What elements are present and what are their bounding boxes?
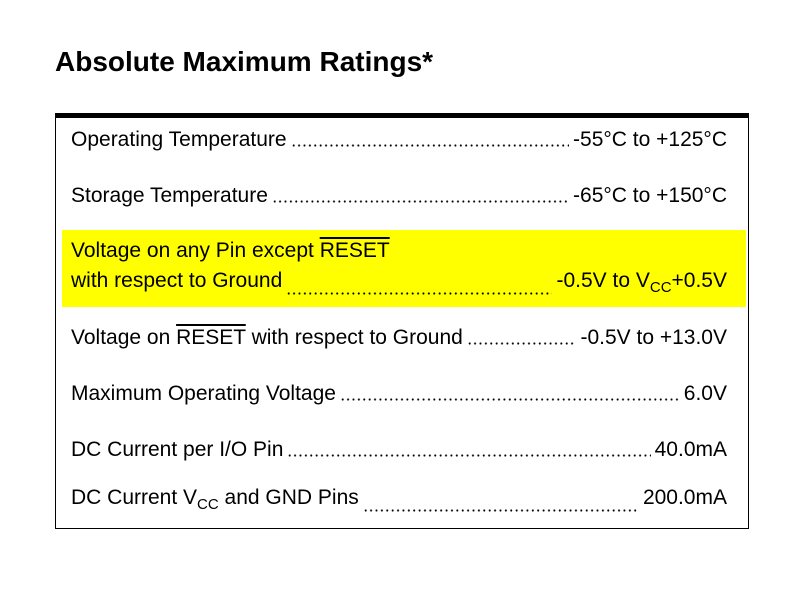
parameter-part: Voltage on <box>71 326 177 349</box>
leader <box>287 454 651 457</box>
rating-row: Operating Temperature -55°C to +125°C <box>71 127 727 153</box>
value: -55°C to +125°C <box>573 128 727 151</box>
leader <box>466 342 577 345</box>
value-part: -0.5V to V <box>556 269 650 292</box>
parameter: with respect to Ground <box>71 269 283 292</box>
value: 40.0mA <box>654 438 727 461</box>
parameter: Storage Temperature <box>71 184 268 207</box>
ratings-box <box>55 113 749 529</box>
leader <box>362 509 639 512</box>
title: Absolute Maximum Ratings* <box>55 46 434 77</box>
rating-row: with respect to Ground -0.5V to VCC+0.5V <box>71 268 727 301</box>
value: -65°C to +150°C <box>573 184 727 207</box>
rating-row: Storage Temperature -65°C to +150°C <box>71 183 727 209</box>
subscript: CC <box>649 279 672 296</box>
rating-row-line: Voltage on any Pin except RESET <box>71 238 390 264</box>
leader <box>339 398 680 401</box>
value-part: +0.5V <box>671 269 727 292</box>
value: 6.0V <box>683 382 727 405</box>
leader <box>286 292 553 295</box>
parameter-overline: RESET <box>176 326 246 349</box>
value: -0.5V to VCC+0.5V <box>556 268 727 301</box>
rating-row: DC Current VCC and GND Pins 200.0mA <box>71 485 727 518</box>
parameter: DC Current per I/O Pin <box>71 438 284 461</box>
parameter: DC Current VCC and GND Pins <box>71 485 359 518</box>
parameter-overline: RESET <box>319 239 390 262</box>
parameter: Voltage on any Pin except <box>71 239 320 262</box>
parameter: Operating Temperature <box>71 128 287 151</box>
parameter-part: and GND Pins <box>218 486 359 509</box>
rating-row: Voltage on RESET with respect to Ground -… <box>71 325 727 351</box>
subscript: CC <box>197 496 219 513</box>
value: -0.5V to +13.0V <box>580 326 727 349</box>
parameter: Voltage on RESET with respect to Ground <box>71 325 463 351</box>
parameter-part: DC Current V <box>71 486 198 509</box>
parameter: Maximum Operating Voltage <box>71 382 336 405</box>
rating-row: Maximum Operating Voltage 6.0V <box>71 381 727 407</box>
value: 200.0mA <box>642 486 727 509</box>
leader <box>271 200 570 203</box>
parameter-part: with respect to Ground <box>245 326 463 349</box>
rating-row: DC Current per I/O Pin 40.0mA <box>71 437 727 463</box>
leader <box>290 144 570 147</box>
